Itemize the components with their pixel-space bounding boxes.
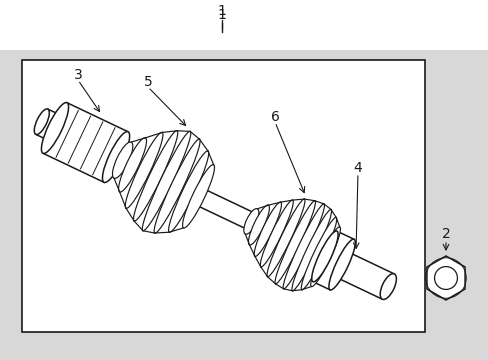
Ellipse shape [125,132,163,208]
Bar [22,60,424,332]
Ellipse shape [311,231,337,282]
Text: 4: 4 [353,161,362,175]
Ellipse shape [328,239,355,290]
Text: 5: 5 [143,75,152,89]
Ellipse shape [154,139,200,233]
Ellipse shape [142,131,190,231]
Text: 1: 1 [217,4,226,18]
Ellipse shape [182,165,214,228]
Ellipse shape [118,138,146,192]
Ellipse shape [34,109,49,135]
Ellipse shape [310,227,340,287]
Text: 1: 1 [217,8,226,22]
Polygon shape [114,131,213,233]
Ellipse shape [41,103,68,153]
Ellipse shape [283,204,324,289]
Polygon shape [426,256,464,300]
Ellipse shape [112,142,133,179]
Polygon shape [43,103,128,182]
Ellipse shape [266,199,305,277]
Ellipse shape [248,205,269,245]
Ellipse shape [291,210,331,291]
Text: 2: 2 [441,227,449,241]
Text: 3: 3 [74,68,82,82]
Polygon shape [312,231,353,290]
Polygon shape [36,109,64,142]
Bar [0,0,488,50]
Ellipse shape [102,132,129,183]
Ellipse shape [274,201,315,284]
Ellipse shape [133,131,178,221]
Ellipse shape [301,217,336,290]
Polygon shape [335,252,393,299]
Ellipse shape [260,200,293,267]
Text: 6: 6 [270,110,279,124]
Polygon shape [245,199,339,291]
Ellipse shape [244,208,258,234]
Ellipse shape [380,274,396,300]
Polygon shape [194,188,255,230]
Ellipse shape [254,202,281,256]
Ellipse shape [434,266,456,289]
Ellipse shape [168,151,208,232]
